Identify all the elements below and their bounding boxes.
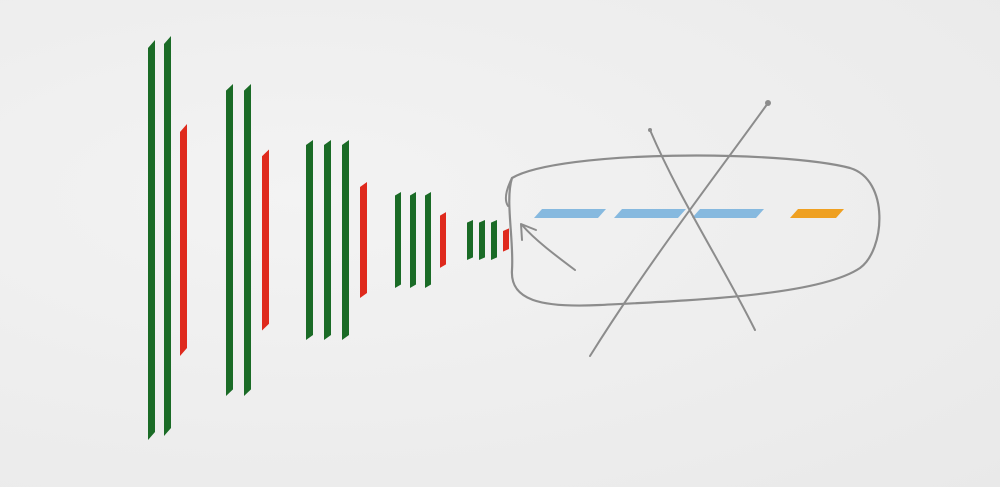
pool-bar — [360, 182, 367, 298]
cross-stroke-one — [649, 129, 756, 331]
pool-bar — [180, 124, 187, 356]
layer-bar — [148, 40, 155, 440]
layer-bar — [491, 220, 497, 260]
sequence-queue — [534, 209, 844, 218]
layer-bar — [164, 36, 171, 436]
layer-bar — [410, 192, 416, 288]
queue-item — [692, 209, 764, 218]
layer-bar — [467, 220, 473, 260]
arrow-shaft — [521, 224, 576, 271]
layer-bar — [425, 192, 431, 288]
pool-bar — [503, 228, 509, 252]
output-item — [790, 209, 844, 218]
layer-bar — [226, 84, 233, 396]
pen-dot — [648, 128, 652, 132]
queue-item — [534, 209, 606, 218]
layer-bar — [342, 140, 349, 340]
layer-group — [467, 220, 509, 260]
pen-dot — [765, 100, 771, 106]
oval-tail-stroke — [504, 177, 513, 207]
layer-group — [306, 140, 367, 340]
pool-bar — [262, 149, 269, 331]
cross-stroke-two — [589, 102, 769, 357]
layer-bar — [479, 220, 485, 260]
arrow-head — [520, 223, 537, 241]
network-layers — [148, 36, 509, 440]
queue-item — [614, 209, 686, 218]
enclosing-oval — [508, 154, 881, 307]
layer-bar — [244, 84, 251, 396]
layer-bar — [395, 192, 401, 288]
layer-group — [226, 84, 269, 396]
layer-bar — [324, 140, 331, 340]
pool-bar — [440, 212, 446, 268]
layer-bar — [306, 140, 313, 340]
annotations — [504, 100, 881, 357]
layer-group — [148, 36, 187, 440]
layer-group — [395, 192, 446, 288]
